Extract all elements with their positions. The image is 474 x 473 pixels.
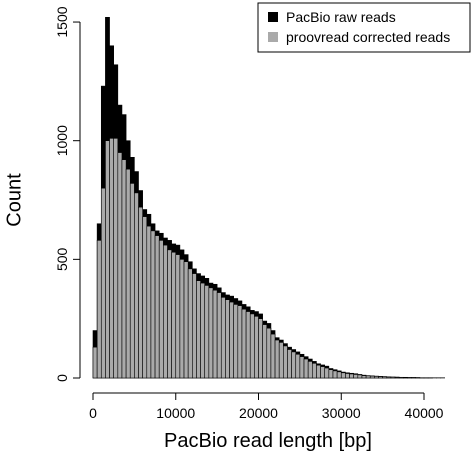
histogram-bar (151, 231, 155, 378)
histogram-bar (275, 340, 279, 378)
histogram-bar (101, 188, 105, 378)
histogram-bar (126, 169, 130, 378)
histogram-bar (337, 372, 341, 378)
histogram-bar (176, 255, 180, 378)
legend-label: PacBio raw reads (286, 9, 396, 25)
histogram-bar (300, 357, 304, 378)
histogram-bar (209, 288, 213, 378)
histogram-bar (143, 217, 147, 378)
x-tick-label: 40000 (405, 405, 444, 421)
histogram-bar (130, 183, 134, 378)
histogram-bar (345, 373, 349, 378)
histogram-bar (350, 374, 354, 378)
x-axis-label: PacBio read length [bp] (164, 430, 372, 452)
histogram-bar (184, 262, 188, 378)
histogram-bar (304, 359, 308, 378)
histogram-bar (172, 252, 176, 378)
x-tick-label: 0 (89, 405, 97, 421)
histogram-bar (308, 361, 312, 378)
histogram-bar (374, 376, 378, 378)
histogram-bar (242, 309, 246, 378)
histogram-bar (250, 314, 254, 378)
legend-swatch (268, 12, 278, 22)
histogram-bar (205, 285, 209, 378)
histogram-bar (167, 250, 171, 378)
histogram-bar (163, 245, 167, 378)
y-tick-label: 500 (54, 247, 70, 271)
histogram-bar (230, 302, 234, 378)
histogram-bar (267, 328, 271, 378)
histogram-bar (358, 375, 362, 378)
histogram-bar (93, 347, 97, 378)
histogram-bar (105, 141, 109, 378)
histogram-bar (321, 367, 325, 378)
histogram-bar (271, 334, 275, 378)
histogram-bar (213, 290, 217, 378)
histogram-bar (366, 376, 370, 378)
histogram-bar (292, 352, 296, 378)
histogram-bar (362, 376, 366, 378)
histogram-bar (118, 153, 122, 378)
histogram-bar (217, 293, 221, 378)
histogram-bar (333, 371, 337, 378)
histogram-bar (159, 240, 163, 378)
histogram-bar (201, 283, 205, 378)
histogram-bar (246, 312, 250, 378)
histogram-bar (139, 207, 143, 378)
x-tick-label: 20000 (239, 405, 278, 421)
histogram-bar (192, 274, 196, 378)
histogram-bar (391, 377, 395, 378)
histogram-bar (254, 316, 258, 378)
histogram-bar (263, 325, 267, 378)
x-tick-label: 10000 (156, 405, 195, 421)
histogram-bar (234, 304, 238, 378)
y-tick-label: 0 (54, 374, 70, 382)
y-tick-label: 1000 (54, 125, 70, 156)
histogram-bar (341, 373, 345, 378)
histogram-bar (395, 377, 399, 378)
histogram-bar (259, 319, 263, 378)
histogram-bar (188, 269, 192, 378)
histogram-bar (225, 300, 229, 378)
histogram-bar (279, 342, 283, 378)
histogram-bar (354, 374, 358, 378)
histogram-bar (329, 370, 333, 378)
histogram-bar (287, 350, 291, 378)
histogram-bar (147, 226, 151, 378)
histogram-bar (387, 377, 391, 378)
histogram-bar (399, 377, 403, 378)
histogram-bar (180, 259, 184, 378)
histogram-bar (296, 354, 300, 378)
histogram-bar (283, 346, 287, 378)
y-tick-label: 1500 (54, 6, 70, 37)
histogram-bar (155, 236, 159, 378)
histogram-bar (378, 377, 382, 378)
histogram-bar (134, 193, 138, 378)
histogram-bar (312, 363, 316, 378)
histogram-bar (370, 376, 374, 378)
histogram-bar (110, 138, 114, 378)
histogram-bar (97, 240, 101, 378)
histogram-bar (316, 365, 320, 378)
legend-swatch (268, 32, 278, 42)
histogram-bar (122, 160, 126, 378)
histogram-bar (114, 138, 118, 378)
histogram-bar (238, 306, 242, 378)
y-axis-label: Count (3, 173, 25, 227)
histogram-bar (325, 368, 329, 378)
legend-label: proovread corrected reads (286, 29, 450, 45)
histogram-bar (196, 281, 200, 378)
x-tick-label: 30000 (322, 405, 361, 421)
histogram-bar (221, 297, 225, 378)
histogram-bar (383, 377, 387, 378)
